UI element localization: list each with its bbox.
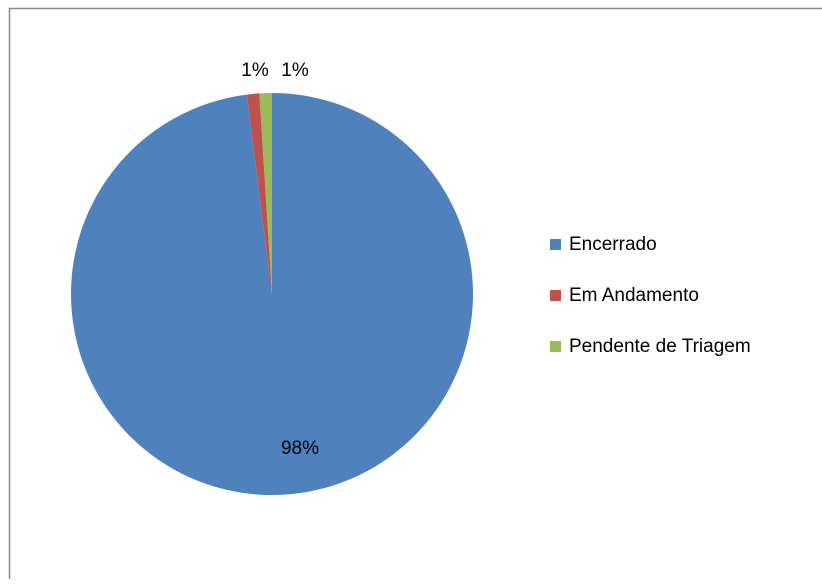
legend-label: Em Andamento xyxy=(569,285,699,306)
legend-label: Pendente de Triagem xyxy=(569,336,751,357)
legend-swatch xyxy=(550,290,561,301)
data-label: 1% xyxy=(281,60,309,81)
legend-swatch xyxy=(550,239,561,250)
data-label: 98% xyxy=(281,438,319,459)
data-label: 1% xyxy=(241,60,269,81)
legend-label: Encerrado xyxy=(569,234,657,255)
legend-swatch xyxy=(550,341,561,352)
